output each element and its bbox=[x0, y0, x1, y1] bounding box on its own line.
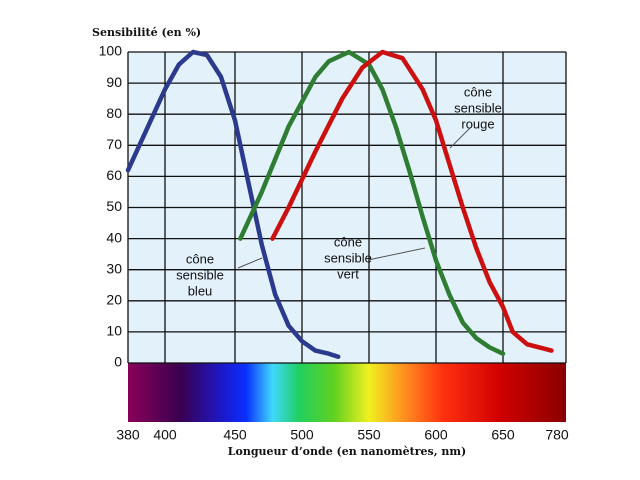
leader bbox=[449, 127, 471, 149]
x-tick-label: 400 bbox=[153, 427, 177, 443]
y-tick-label: 80 bbox=[106, 105, 122, 121]
y-tick-label: 50 bbox=[106, 198, 122, 214]
annotation: cône bbox=[464, 84, 492, 99]
y-axis-title: Sensibilité (en %) bbox=[92, 26, 201, 39]
annotation: sensible bbox=[176, 267, 224, 282]
y-tick-label: 60 bbox=[106, 167, 122, 183]
y-tick-label: 30 bbox=[106, 260, 122, 276]
x-tick-label: 500 bbox=[290, 427, 314, 443]
y-tick-label: 70 bbox=[106, 136, 122, 152]
x-tick-label: 600 bbox=[424, 427, 448, 443]
x-tick-label: 550 bbox=[357, 427, 381, 443]
annotation: cône bbox=[334, 234, 362, 249]
annotation: vert bbox=[337, 266, 359, 281]
leader bbox=[237, 257, 263, 269]
annotation: cône bbox=[186, 251, 214, 266]
x-tick-label: 450 bbox=[223, 427, 247, 443]
x-tick-label: 380 bbox=[116, 427, 140, 443]
curve bbox=[125, 49, 341, 360]
annotation: sensible bbox=[324, 250, 372, 265]
curve bbox=[270, 49, 554, 353]
y-tick-label: 40 bbox=[106, 229, 122, 245]
x-tick-label: 650 bbox=[491, 427, 515, 443]
annotation: sensible bbox=[454, 100, 502, 115]
spectrum bbox=[128, 363, 566, 422]
y-tick-label: 0 bbox=[114, 354, 122, 370]
y-tick-label: 90 bbox=[106, 74, 122, 90]
y-tick-label: 100 bbox=[99, 43, 123, 59]
y-tick-label: 10 bbox=[106, 323, 122, 339]
x-axis-title: Longueur d’onde (en nanomètres, nm) bbox=[228, 445, 466, 458]
curve bbox=[238, 49, 506, 356]
y-tick-label: 20 bbox=[106, 292, 122, 308]
leader bbox=[367, 247, 426, 261]
annotation: bleu bbox=[188, 283, 213, 298]
annotation: rouge bbox=[461, 116, 494, 131]
x-tick-label: 780 bbox=[545, 427, 569, 443]
